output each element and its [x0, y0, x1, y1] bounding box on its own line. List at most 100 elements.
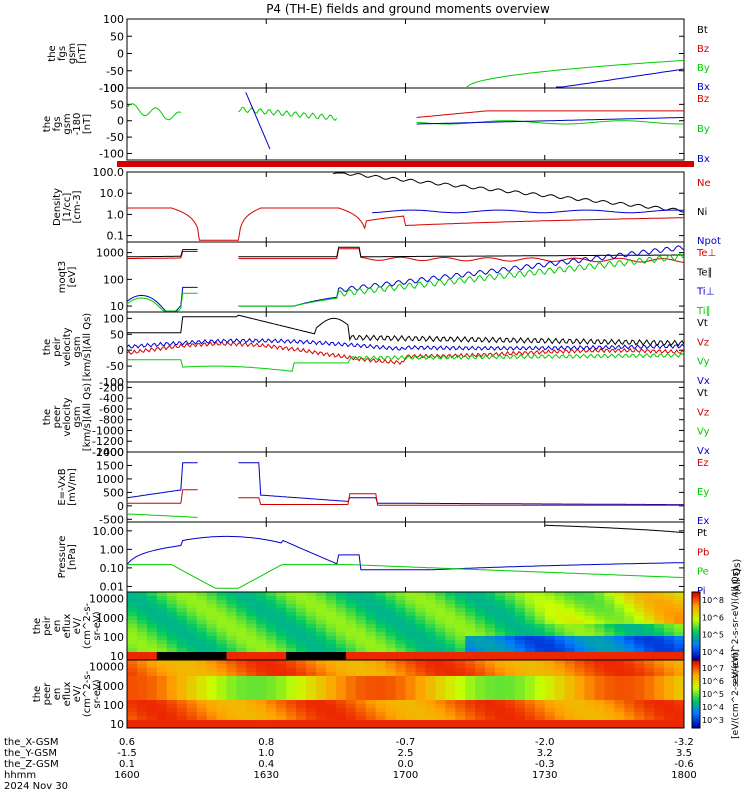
- peer-spectrogram-cell: [514, 696, 526, 701]
- peir-spectrogram-cell: [156, 648, 168, 653]
- peir-spectrogram-cell: [415, 644, 426, 649]
- peir-spectrogram-cell: [315, 612, 327, 617]
- peir-spectrogram-cell: [296, 596, 307, 601]
- peir-spectrogram-cell: [206, 652, 218, 657]
- peir-spectrogram-cell: [325, 620, 337, 625]
- panel-5-ylabel-line: peir: [52, 336, 63, 356]
- peer-spectrogram-cell: [216, 708, 227, 713]
- peir-spectrogram-cell: [674, 632, 685, 637]
- panel-8-ylabel-line: Pressure: [57, 536, 68, 579]
- peir-spectrogram-cell: [564, 644, 576, 649]
- series-bx-line2: [245, 92, 684, 150]
- peer-spectrogram-cell: [574, 668, 586, 673]
- peir-spectrogram-cell: [136, 596, 148, 601]
- peer-spectrogram-cell: [286, 720, 297, 725]
- peer-spectrogram-cell: [375, 672, 387, 677]
- peer-spectrogram-cell: [315, 696, 327, 701]
- peer-spectrogram-cell: [475, 720, 486, 725]
- peer-spectrogram-cell: [176, 724, 188, 729]
- peer-spectrogram-cell: [475, 684, 486, 689]
- peir-spectrogram-cell: [276, 628, 287, 633]
- peir-spectrogram-cell: [554, 600, 566, 605]
- peer-spectrogram-cell: [644, 664, 655, 669]
- peir-spectrogram-cell: [614, 612, 625, 617]
- peer-spectrogram-cell: [524, 712, 536, 717]
- peir-spectrogram-cell: [644, 604, 655, 609]
- peir-spectrogram-cell: [146, 600, 158, 605]
- peir-spectrogram-cell: [365, 648, 377, 653]
- peir-spectrogram-cell: [644, 648, 655, 653]
- peer-spectrogram-cell: [634, 708, 645, 713]
- peer-spectrogram-cell: [395, 684, 406, 689]
- peer-spectrogram-cell: [306, 688, 317, 693]
- peer-spectrogram-cell: [485, 716, 496, 721]
- peir-spectrogram-cell: [395, 656, 406, 661]
- peir-spectrogram-cell: [435, 632, 446, 637]
- peir-spectrogram-cell: [405, 644, 416, 649]
- peir-spectrogram-cell: [604, 624, 615, 629]
- peer-spectrogram-cell: [355, 704, 367, 709]
- peer-spectrogram-cell: [485, 680, 496, 685]
- peer-spectrogram-cell: [674, 712, 685, 717]
- ytick-label: 100.0: [93, 166, 125, 179]
- peer-spectrogram-cell: [504, 680, 516, 685]
- peer-spectrogram-cell: [156, 716, 168, 721]
- peir-spectrogram-cell: [216, 648, 227, 653]
- peir-spectrogram-cell: [504, 652, 516, 657]
- peer-spectrogram-cell: [664, 708, 675, 713]
- peir-spectrogram-cell: [504, 620, 516, 625]
- peir-spectrogram-cell: [156, 616, 168, 621]
- peer-spectrogram-cell: [266, 680, 277, 685]
- peer-spectrogram-cell: [236, 664, 247, 669]
- peir-spectrogram-cell: [425, 644, 436, 649]
- peir-colorbar: [692, 623, 700, 627]
- peir-spectrogram-cell: [306, 632, 317, 637]
- peer-spectrogram-cell: [375, 676, 387, 681]
- peer-spectrogram-cell: [385, 696, 397, 701]
- ytick-label: 10: [110, 718, 124, 731]
- peer-spectrogram-cell: [425, 672, 436, 677]
- peir-spectrogram-cell: [554, 652, 566, 657]
- peer-spectrogram-cell: [196, 680, 208, 685]
- peer-spectrogram-cell: [465, 720, 476, 725]
- peir-spectrogram-cell: [186, 652, 198, 657]
- peir-spectrogram-cell: [325, 640, 337, 645]
- peer-spectrogram-cell: [166, 704, 178, 709]
- peer-spectrogram-cell: [405, 676, 416, 681]
- peer-spectrogram-cell: [246, 688, 257, 693]
- peer-spectrogram-cell: [216, 664, 227, 669]
- ytick-label: 1000: [96, 473, 124, 486]
- peir-spectrogram-cell: [495, 608, 506, 613]
- peer-spectrogram-cell: [266, 660, 277, 665]
- peir-spectrogram-cell: [296, 652, 307, 657]
- panel-5-ylabel-line: [km/s](All Qs): [82, 313, 93, 381]
- peer-spectrogram-cell: [335, 680, 347, 685]
- peir-spectrogram-cell: [296, 612, 307, 617]
- panel-9-ylabel-line: peir: [42, 615, 53, 635]
- peir-spectrogram-cell: [524, 656, 536, 661]
- peer-spectrogram-cell: [674, 708, 685, 713]
- peer-spectrogram-cell: [266, 708, 277, 713]
- peir-spectrogram-cell: [425, 648, 436, 653]
- peer-spectrogram-cell: [166, 716, 178, 721]
- peer-colorbar: [692, 660, 700, 663]
- peir-spectrogram-cell: [544, 636, 556, 641]
- peir-spectrogram-cell: [415, 616, 426, 621]
- peer-colorbar: [692, 675, 700, 679]
- peir-spectrogram-cell: [345, 604, 357, 609]
- peir-spectrogram-cell: [325, 652, 337, 657]
- peir-spectrogram-cell: [604, 612, 615, 617]
- legend-vz-label: Vz: [697, 407, 709, 418]
- peer-spectrogram-cell: [127, 696, 138, 701]
- series-tipar-line: [126, 253, 685, 312]
- peir-spectrogram-cell: [624, 616, 635, 621]
- peir-spectrogram-cell: [385, 608, 397, 613]
- peer-spectrogram-cell: [594, 680, 605, 685]
- peir-spectrogram-cell: [186, 624, 198, 629]
- ytick-label: 1000: [96, 612, 124, 625]
- ytick-label: 100: [103, 82, 124, 95]
- peir-spectrogram-cell: [236, 600, 247, 605]
- peir-spectrogram-cell: [186, 596, 198, 601]
- peer-spectrogram-cell: [375, 696, 387, 701]
- peer-spectrogram-cell: [485, 720, 496, 725]
